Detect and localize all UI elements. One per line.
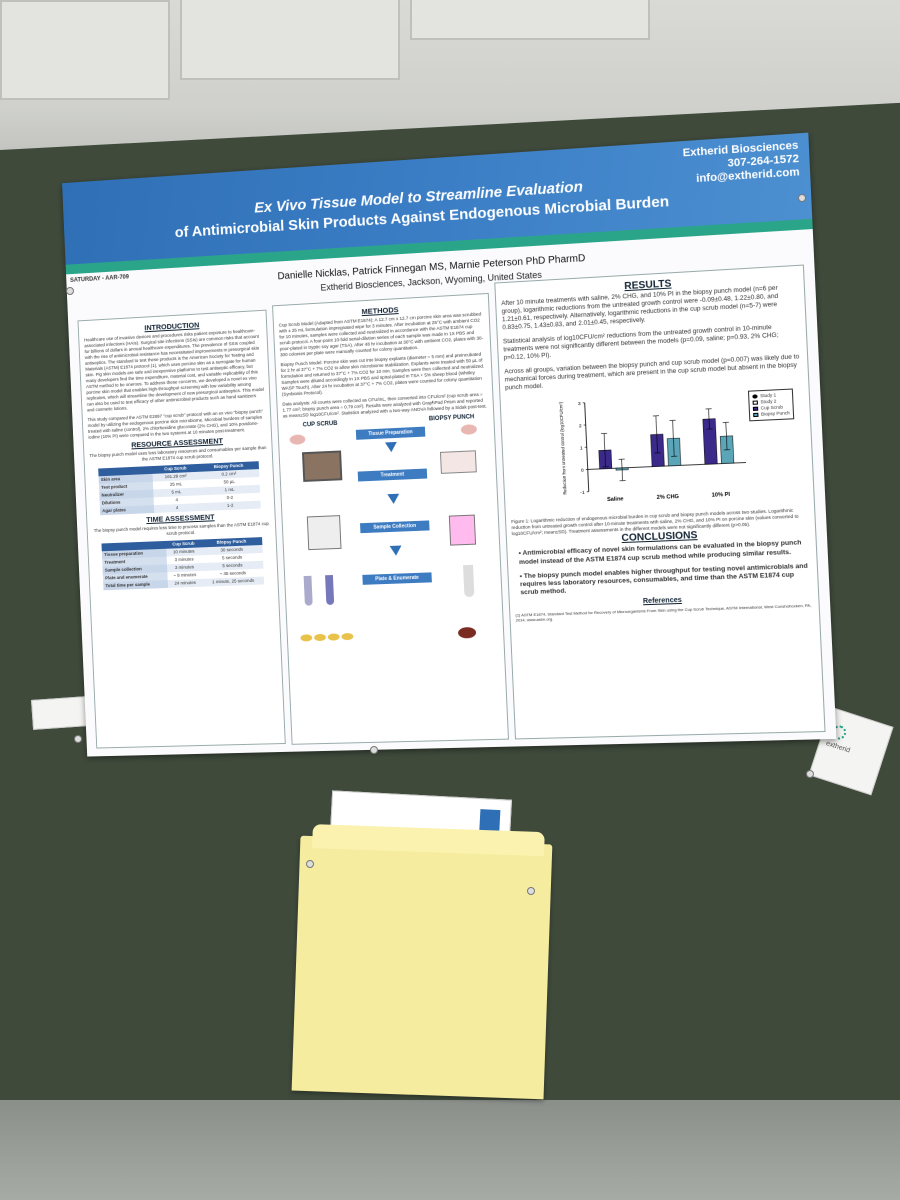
well-plate-icon (439, 450, 477, 474)
agar-plates-icon (300, 632, 359, 645)
methods-flowchart: CUP SCRUB BIOPSY PUNCH Tissue Preparatio… (283, 414, 499, 671)
middle-column: METHODS Cup Scrub Model (Adapted from AS… (272, 292, 509, 745)
time-table: Cup Scrub Biopsy Punch Tissue preparatio… (101, 537, 264, 591)
bar-cup-scrub (703, 419, 717, 465)
handout-folder[interactable] (291, 824, 553, 1100)
y-tick-label: -1 (580, 490, 585, 496)
legend-item: Biopsy Punch (753, 410, 790, 418)
y-tick-label: 1 (580, 445, 583, 451)
resource-cell: Agar plates (100, 505, 155, 516)
scrub-icon (306, 515, 342, 551)
right-column: RESULTS After 10 minute treatments with … (494, 264, 826, 740)
results-bar-chart: -1 0 1 2 3 Reduction from untreated control (… (558, 401, 757, 503)
blood-agar-plate-icon (457, 626, 477, 639)
x-tick-label: 2% CHG (657, 494, 680, 501)
time-cell: 24 minutes (167, 578, 204, 588)
intro-text-2: This study compared the ASTM E2897 "cup … (87, 408, 264, 440)
biopsy-punch-label: BIOPSY PUNCH (428, 414, 475, 423)
step-treatment: Treatment (357, 468, 428, 482)
microtube-icon (463, 564, 475, 598)
time-table-body: Tissue preparation 10 minutes 30 seconds Tr… (102, 544, 264, 591)
resource-table: Cup Scrub Biopsy Punch Skin area 161.29 c… (98, 461, 261, 516)
left-tape-label (31, 696, 89, 730)
y-axis-label: Reduction from untreated control (log10C… (558, 401, 567, 495)
methods-text-2: Biopsy Punch Model: Porcine skin was cut… (280, 351, 485, 397)
push-pin (798, 194, 806, 202)
push-pin (66, 287, 74, 295)
bar-cup-scrub (599, 450, 612, 469)
pipette-icon (448, 514, 477, 546)
y-tick-label: 3 (578, 401, 581, 407)
arrow-down-icon (389, 545, 402, 556)
push-pin (806, 770, 814, 778)
methods-text-1: Cup Scrub Model (Adapted from ASTM E1874… (278, 311, 484, 358)
tube-icon (325, 574, 335, 606)
push-pin (527, 887, 535, 895)
poster: Ex Vivo Tissue Model to Streamline Evalu… (62, 132, 837, 757)
step-tissue-preparation: Tissue Preparation (355, 426, 426, 440)
y-tick-label: 0 (581, 468, 584, 474)
resource-cell: 1-2 (200, 500, 261, 512)
step-plate-enumerate: Plate & Enumerate (362, 572, 432, 585)
time-cell: 1 minute, 25 seconds (202, 576, 264, 587)
arrow-down-icon (387, 493, 400, 505)
y-tick-label: 2 (579, 423, 582, 429)
resource-table-body: Skin area 161.29 cm² 0.2 cm² Test product 25… (98, 469, 261, 516)
pig-icon (460, 424, 478, 435)
results-chart: -1 0 1 2 3 Reduction from untreated control (… (556, 386, 795, 517)
x-tick-label: Saline (607, 496, 624, 503)
intro-text: Healthcare use of invasive devices and p… (83, 328, 265, 413)
step-sample-collection: Sample Collection (360, 520, 430, 534)
floor (0, 1100, 900, 1200)
push-pin (74, 735, 82, 743)
pig-icon (289, 434, 306, 445)
tube-icon (303, 575, 313, 606)
conclusion-item: • The biopsy punch model enables higher … (519, 562, 808, 597)
side-label-text: extherid (825, 740, 851, 755)
x-tick-label: 10% PI (712, 492, 731, 499)
arrow-down-icon (384, 441, 398, 453)
bar-cup-scrub (651, 434, 665, 467)
cup-scrub-label: CUP SCRUB (302, 420, 338, 429)
left-column: INTRODUCTION Healthcare use of invasive … (77, 309, 286, 749)
time-cell: Total time per sample (103, 580, 168, 591)
chart-legend: Study 1 Study 2 Cup Scrub Biopsy Punch (748, 388, 795, 422)
push-pin (306, 860, 314, 868)
push-pin (370, 746, 378, 754)
company-contact: Extherid Biosciences 307-264-1572 info@e… (682, 139, 799, 186)
resource-cell: 4 (153, 503, 201, 513)
skin-sample-icon (301, 450, 343, 482)
